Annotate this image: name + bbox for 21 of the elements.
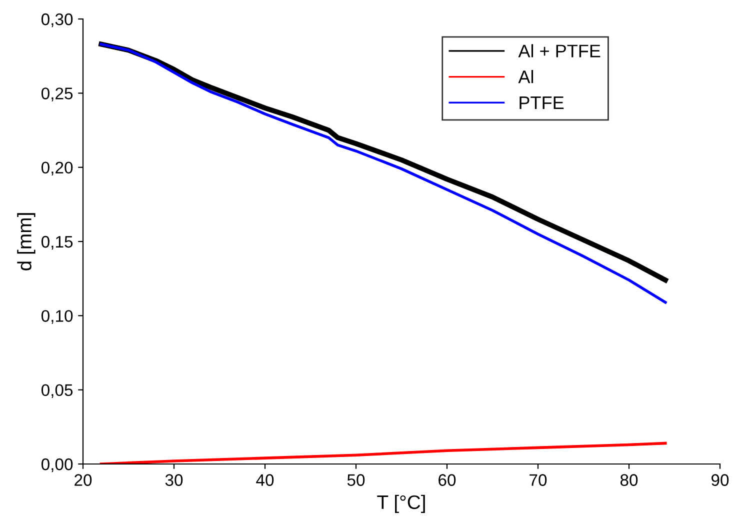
x-tick-label: 30: [165, 474, 183, 486]
y-tick-label: 0,25: [41, 88, 73, 102]
y-tick-label: 0,15: [41, 236, 73, 250]
legend-label: Al + PTFE: [518, 44, 600, 58]
x-tick-label: 60: [438, 474, 456, 486]
x-tick-label: 90: [712, 474, 729, 486]
x-tick-label: 50: [347, 474, 365, 486]
line-series: [100, 442, 667, 464]
y-axis-title: d [mm]: [17, 213, 36, 270]
x-tick-label: 80: [620, 474, 638, 486]
legend-label: PTFE: [520, 96, 564, 109]
y-tick-label: 0,20: [41, 162, 73, 176]
y-tick-label: 0,10: [41, 310, 73, 324]
x-tick-label: 40: [256, 474, 274, 486]
y-tick-label: 0,30: [41, 13, 73, 28]
y-tick-label: 0,05: [41, 384, 73, 398]
legend-label: Al: [518, 70, 534, 84]
x-tick-label: 70: [530, 474, 547, 486]
y-tick-label: 0,00: [41, 458, 73, 472]
x-tick-label: 20: [74, 474, 92, 486]
x-axis-title: T [°C]: [377, 494, 425, 513]
